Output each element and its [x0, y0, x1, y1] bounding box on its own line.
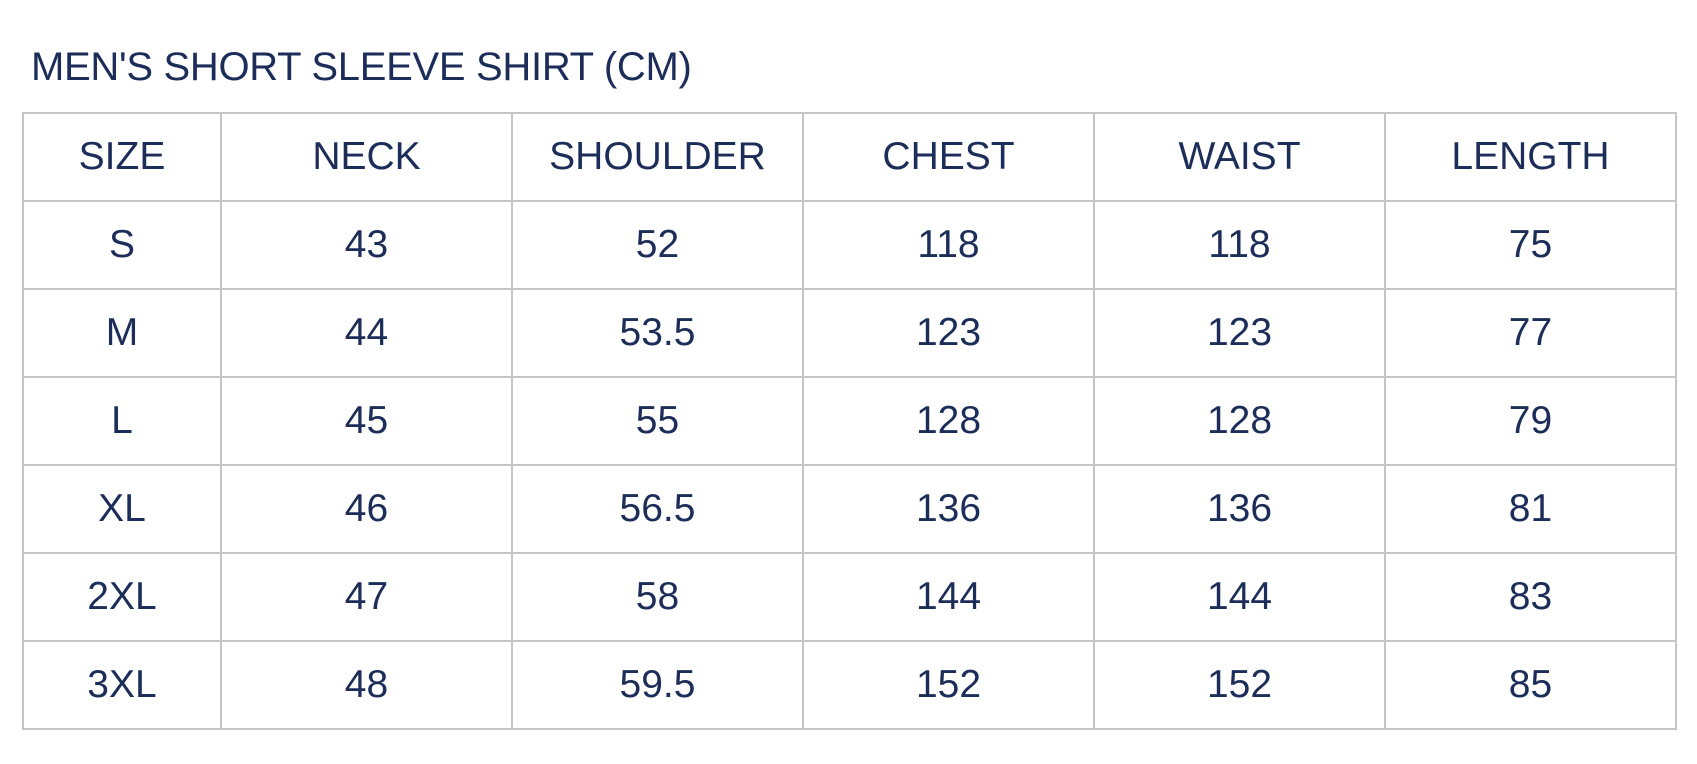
- cell-chest: 152: [802, 640, 1095, 730]
- table-row: L 45 55 128 128 79: [22, 376, 1677, 466]
- cell-neck: 45: [220, 376, 513, 466]
- cell-waist: 144: [1093, 552, 1386, 642]
- cell-size: 3XL: [22, 640, 222, 730]
- cell-size: 2XL: [22, 552, 222, 642]
- size-chart-table: SIZE NECK SHOULDER CHEST WAIST LENGTH S 43 52 11…: [22, 112, 1677, 730]
- cell-shoulder: 59.5: [511, 640, 804, 730]
- cell-length: 79: [1384, 376, 1677, 466]
- cell-size: S: [22, 200, 222, 290]
- column-header-size: SIZE: [22, 112, 222, 202]
- column-header-chest: CHEST: [802, 112, 1095, 202]
- cell-neck: 44: [220, 288, 513, 378]
- cell-chest: 128: [802, 376, 1095, 466]
- cell-waist: 128: [1093, 376, 1386, 466]
- cell-waist: 123: [1093, 288, 1386, 378]
- cell-chest: 118: [802, 200, 1095, 290]
- cell-shoulder: 53.5: [511, 288, 804, 378]
- column-header-shoulder: SHOULDER: [511, 112, 804, 202]
- column-header-waist: WAIST: [1093, 112, 1386, 202]
- cell-shoulder: 55: [511, 376, 804, 466]
- cell-waist: 118: [1093, 200, 1386, 290]
- column-header-length: LENGTH: [1384, 112, 1677, 202]
- cell-size: M: [22, 288, 222, 378]
- cell-waist: 136: [1093, 464, 1386, 554]
- cell-waist: 152: [1093, 640, 1386, 730]
- cell-length: 81: [1384, 464, 1677, 554]
- table-row: M 44 53.5 123 123 77: [22, 288, 1677, 378]
- cell-neck: 43: [220, 200, 513, 290]
- table-row: XL 46 56.5 136 136 81: [22, 464, 1677, 554]
- cell-size: XL: [22, 464, 222, 554]
- cell-chest: 136: [802, 464, 1095, 554]
- column-header-neck: NECK: [220, 112, 513, 202]
- cell-neck: 46: [220, 464, 513, 554]
- cell-size: L: [22, 376, 222, 466]
- cell-shoulder: 52: [511, 200, 804, 290]
- cell-neck: 48: [220, 640, 513, 730]
- cell-chest: 123: [802, 288, 1095, 378]
- cell-shoulder: 56.5: [511, 464, 804, 554]
- cell-length: 75: [1384, 200, 1677, 290]
- cell-shoulder: 58: [511, 552, 804, 642]
- cell-length: 77: [1384, 288, 1677, 378]
- header-row: SIZE NECK SHOULDER CHEST WAIST LENGTH: [22, 112, 1677, 202]
- cell-chest: 144: [802, 552, 1095, 642]
- table-row: 2XL 47 58 144 144 83: [22, 552, 1677, 642]
- table-row: S 43 52 118 118 75: [22, 200, 1677, 290]
- page-title: MEN'S SHORT SLEEVE SHIRT (CM): [31, 45, 692, 89]
- cell-length: 83: [1384, 552, 1677, 642]
- table-row: 3XL 48 59.5 152 152 85: [22, 640, 1677, 730]
- cell-length: 85: [1384, 640, 1677, 730]
- cell-neck: 47: [220, 552, 513, 642]
